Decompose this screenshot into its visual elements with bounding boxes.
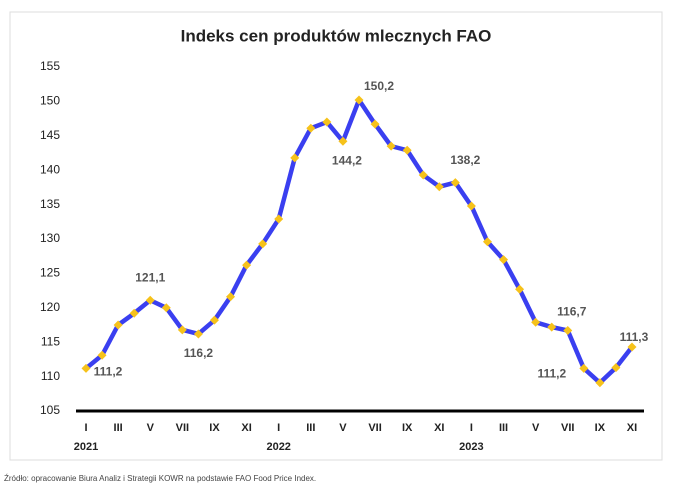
- y-tick-label: 145: [40, 128, 60, 142]
- y-tick-label: 135: [40, 197, 60, 211]
- data-marker: [499, 255, 509, 265]
- chart-title: Indeks cen produktów mlecznych FAO: [181, 26, 492, 45]
- data-marker: [418, 170, 428, 180]
- data-marker: [145, 295, 155, 305]
- data-marker: [627, 342, 637, 352]
- data-marker: [81, 363, 91, 373]
- data-marker: [338, 136, 348, 146]
- x-tick-label: IX: [595, 422, 606, 434]
- x-tick-label: XI: [627, 422, 637, 434]
- data-marker: [258, 239, 268, 249]
- data-marker: [129, 308, 139, 318]
- data-marker: [563, 326, 573, 336]
- data-marker: [531, 317, 541, 327]
- x-tick-label: III: [306, 422, 315, 434]
- data-marker: [97, 350, 107, 360]
- data-label: 144,2: [332, 153, 362, 167]
- x-tick-label: I: [84, 422, 87, 434]
- data-marker: [611, 363, 621, 373]
- data-marker: [434, 182, 444, 192]
- year-label: 2023: [459, 441, 483, 453]
- x-tick-label: VII: [368, 422, 381, 434]
- data-marker: [209, 315, 219, 325]
- x-tick-label: V: [147, 422, 155, 434]
- data-label: 116,2: [184, 346, 214, 360]
- y-tick-label: 130: [40, 231, 60, 245]
- x-tick-label: I: [277, 422, 280, 434]
- x-tick-label: VII: [176, 422, 189, 434]
- data-marker: [193, 329, 203, 339]
- y-tick-label: 105: [40, 403, 60, 417]
- data-label: 121,1: [135, 270, 165, 284]
- data-marker: [515, 284, 525, 294]
- y-tick-label: 150: [40, 94, 60, 108]
- x-tick-label: IX: [209, 422, 220, 434]
- data-label: 138,2: [450, 153, 480, 167]
- data-marker: [466, 201, 476, 211]
- data-marker: [290, 153, 300, 163]
- data-marker: [322, 117, 332, 127]
- data-label: 150,2: [364, 79, 394, 93]
- data-marker: [354, 95, 364, 105]
- x-tick-label: IX: [402, 422, 413, 434]
- x-tick-label: V: [532, 422, 540, 434]
- data-marker: [450, 178, 460, 188]
- data-marker: [370, 119, 380, 129]
- y-tick-label: 120: [40, 300, 60, 314]
- source-note: Źródło: opracowanie Biura Analiz i Strat…: [4, 474, 316, 483]
- data-marker: [547, 322, 557, 332]
- x-tick-label: XI: [434, 422, 444, 434]
- x-tick-label: V: [339, 422, 347, 434]
- y-tick-label: 155: [40, 59, 60, 73]
- year-label: 2021: [74, 441, 98, 453]
- data-label: 116,7: [557, 305, 587, 319]
- data-label: 111,2: [537, 367, 566, 381]
- data-line: [84, 97, 634, 386]
- data-marker: [226, 292, 236, 302]
- data-marker: [113, 320, 123, 330]
- data-marker: [579, 363, 589, 373]
- data-marker: [595, 378, 605, 388]
- year-label: 2022: [266, 441, 290, 453]
- x-tick-label: VII: [561, 422, 574, 434]
- data-marker: [161, 303, 171, 313]
- data-marker: [274, 214, 284, 224]
- y-tick-label: 115: [41, 334, 60, 348]
- x-tick-label: III: [114, 422, 123, 434]
- data-label: 111,2: [94, 365, 123, 379]
- data-marker: [402, 145, 412, 155]
- y-tick-label: 110: [41, 369, 60, 383]
- y-tick-label: 140: [40, 162, 60, 176]
- data-marker: [386, 141, 396, 151]
- y-tick-label: 125: [40, 266, 60, 280]
- data-marker: [242, 260, 252, 270]
- chart-frame: [9, 11, 663, 461]
- data-marker: [482, 237, 492, 247]
- data-marker: [306, 123, 316, 133]
- x-tick-label: I: [470, 422, 473, 434]
- x-tick-label: XI: [241, 422, 251, 434]
- data-marker: [177, 325, 187, 335]
- x-tick-label: III: [499, 422, 508, 434]
- data-label: 111,3: [620, 330, 649, 344]
